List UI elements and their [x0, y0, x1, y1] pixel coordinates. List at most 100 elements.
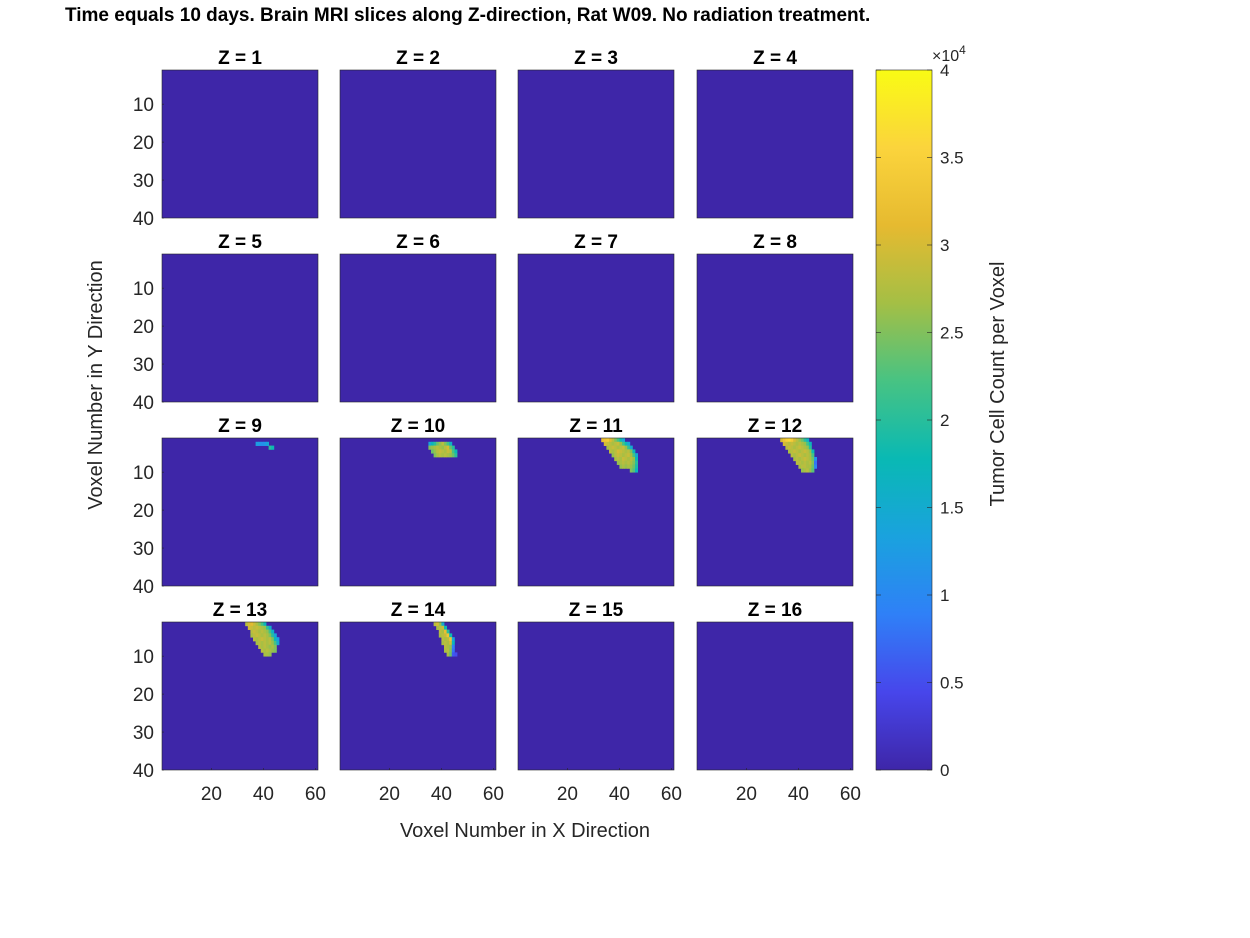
heat-cell [798, 460, 802, 465]
heat-cell [629, 453, 633, 458]
y-tick-label: 10 [133, 463, 154, 484]
heat-cell [454, 453, 458, 458]
heat-cell [260, 622, 264, 627]
colorbar-tick-label: 3.5 [940, 149, 964, 168]
heat-cell [268, 625, 272, 630]
heat-cell [245, 622, 249, 627]
heat-cell [444, 449, 447, 454]
heat-cell [273, 648, 277, 653]
heat-cell [268, 629, 272, 634]
panel-frame [517, 437, 675, 587]
heat-cell [451, 449, 455, 454]
heat-cell [616, 460, 620, 465]
panel-z4: Z = 4 [696, 48, 854, 219]
heat-cell [266, 640, 269, 646]
panel-background [340, 438, 496, 586]
heat-cell [801, 441, 804, 446]
heat-cell [266, 633, 269, 638]
panel-title: Z = 10 [391, 416, 445, 437]
heat-cell [798, 445, 802, 450]
heat-cell [808, 468, 812, 473]
heat-cell [806, 464, 810, 469]
heat-cell [451, 640, 455, 646]
heat-cell [798, 456, 802, 462]
heat-cell [803, 441, 807, 446]
panel-background [697, 254, 853, 402]
heat-cell [627, 453, 631, 458]
y-tick-label: 40 [133, 393, 154, 414]
heat-cell [811, 449, 815, 454]
heat-cell [431, 445, 434, 450]
heat-cell [441, 640, 445, 646]
heat-cell [795, 453, 799, 458]
heat-cell [811, 464, 815, 469]
heat-cell [260, 633, 264, 638]
x-axis-label: Voxel Number in X Direction [400, 820, 650, 842]
heat-cell [790, 441, 794, 446]
heat-cell [614, 453, 618, 458]
heat-cell [263, 640, 267, 646]
panel-title: Z = 3 [574, 48, 618, 69]
heat-cell [614, 449, 618, 454]
heat-cell [616, 438, 620, 443]
heat-cell [428, 445, 432, 450]
heat-cell [616, 449, 620, 454]
heat-cell [619, 460, 623, 465]
panel-background [697, 438, 853, 586]
heat-cell [793, 445, 797, 450]
heat-cell [798, 441, 802, 446]
panel-title: Z = 13 [213, 600, 267, 621]
heat-cell [255, 633, 259, 638]
colorbar-tick-label: 0 [940, 761, 949, 780]
panel-z5: Z = 5 10 20 30 40 [133, 232, 319, 414]
panel-background [697, 70, 853, 218]
heat-cell [780, 438, 784, 443]
heat-cell [627, 445, 631, 450]
heat-cell [273, 633, 277, 638]
heat-cell [260, 640, 264, 646]
colorbar-tick-label: 2.5 [940, 324, 964, 343]
panel-z14: Z = 14 20 40 60 [339, 600, 504, 805]
heat-cell [255, 441, 259, 446]
heat-cell [268, 445, 272, 450]
panel-background [518, 438, 674, 586]
heat-cell [449, 633, 453, 638]
heat-cell [798, 453, 802, 458]
panel-title: Z = 4 [753, 48, 797, 69]
heat-cell [622, 438, 625, 443]
heat-cell [806, 445, 810, 450]
x-tick-label: 20 [379, 784, 400, 805]
colorbar-multiplier: ×104 [932, 43, 966, 65]
heat-cell [611, 449, 615, 454]
heat-cell [785, 438, 789, 443]
heat-cell [601, 438, 605, 443]
heat-cell [632, 453, 636, 458]
heat-cell [814, 460, 817, 465]
panel-z16: Z = 16 20 40 60 [696, 600, 861, 805]
panel-frame [339, 253, 497, 403]
heat-cell [441, 629, 445, 634]
heat-cell [263, 637, 267, 642]
x-tick-label: 20 [736, 784, 757, 805]
y-tick-label: 20 [133, 685, 154, 706]
heat-cell [250, 633, 254, 638]
heat-cell [268, 644, 272, 649]
heat-cell [271, 640, 275, 646]
heat-cell [795, 460, 799, 465]
y-tick-label: 10 [133, 279, 154, 300]
panel-frame [517, 253, 675, 403]
panel-title: Z = 2 [396, 48, 440, 69]
heat-cell [622, 464, 625, 469]
heat-cell [788, 445, 791, 450]
heat-cell [795, 456, 799, 462]
heat-cell [811, 468, 815, 473]
heat-cell [446, 445, 450, 450]
heat-cell [271, 633, 275, 638]
colorbar-tick-label: 0.5 [940, 674, 964, 693]
panel-title: Z = 12 [748, 416, 802, 437]
heat-cell [624, 453, 628, 458]
heat-cell [782, 438, 786, 443]
heat-cell [632, 449, 636, 454]
heat-cell [803, 453, 807, 458]
heat-cell [803, 449, 807, 454]
